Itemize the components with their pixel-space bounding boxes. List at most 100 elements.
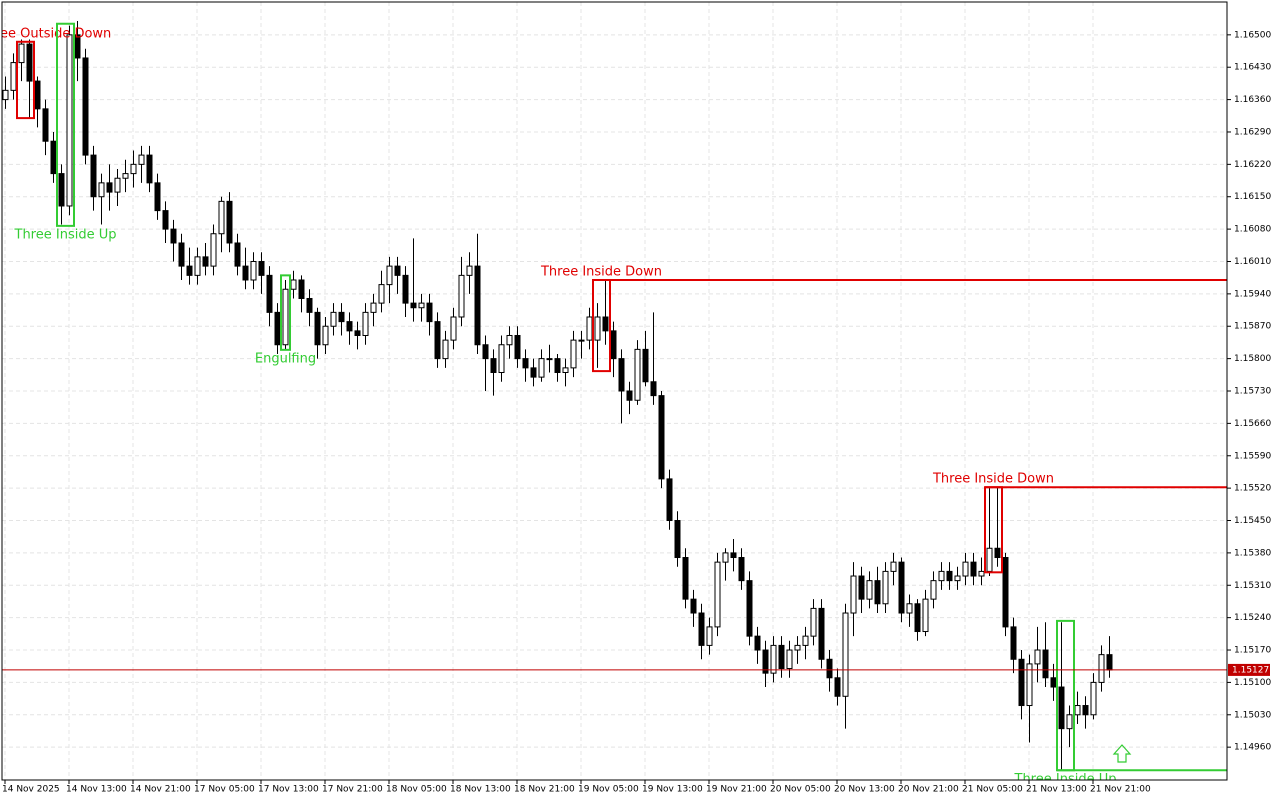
x-tick-label: 20 Nov 21:00 (898, 785, 959, 795)
y-tick-label: 1.16290 (1234, 127, 1271, 137)
candle-body (754, 635, 761, 651)
candle-body (938, 570, 945, 582)
x-tick-label: 17 Nov 05:00 (194, 785, 255, 795)
buy-arrow (1112, 744, 1132, 763)
candle-body (306, 297, 313, 313)
candle-body (738, 557, 745, 582)
candle-body (914, 603, 921, 633)
candle-body (290, 279, 297, 290)
x-tick-label: 21 Nov 13:00 (1026, 785, 1087, 795)
y-tick-label: 1.15870 (1234, 322, 1271, 332)
candle-body (170, 228, 177, 244)
candle-body (474, 265, 481, 346)
candle-body (930, 580, 937, 600)
y-tick-label: 1.16220 (1234, 160, 1271, 170)
candle-body (370, 302, 377, 313)
candle-body (458, 274, 465, 318)
x-tick-label: 19 Nov 05:00 (578, 785, 639, 795)
candle-body (202, 256, 209, 267)
y-tick-label: 1.15730 (1234, 387, 1271, 397)
current-price-box (1228, 663, 1270, 676)
candle-body (962, 561, 969, 577)
candle-body (426, 302, 433, 323)
candle-body (122, 173, 129, 179)
candle-body (810, 607, 817, 637)
candle-body (1042, 649, 1049, 679)
pattern-label: Three Inside Down (932, 472, 1054, 487)
candle-body (490, 358, 497, 373)
candle-body (506, 334, 513, 346)
candle-body (1002, 557, 1009, 628)
candle-body (562, 367, 569, 373)
x-tick-label: 14 Nov 21:00 (130, 785, 191, 795)
x-tick-label: 18 Nov 21:00 (514, 785, 575, 795)
candle-body (578, 339, 585, 342)
candle-body (722, 552, 729, 563)
candle-body (546, 358, 553, 361)
candle-body (1010, 626, 1017, 660)
candle-body (674, 520, 681, 559)
candle-body (706, 626, 713, 646)
candle-body (946, 570, 953, 582)
candle-body (258, 260, 265, 276)
y-tick-label: 1.16080 (1234, 225, 1271, 235)
y-tick-label: 1.16150 (1234, 192, 1271, 202)
pattern-label: Three Inside Down (540, 264, 662, 279)
current-price-label: 1.15127 (1232, 665, 1269, 675)
candle-body (154, 182, 161, 212)
candle-body (98, 182, 105, 198)
pattern-box (16, 40, 35, 120)
candle-body (378, 284, 385, 304)
candle-body (762, 649, 769, 674)
candle-body (226, 200, 233, 244)
candle-body (1082, 705, 1089, 716)
candle-body (794, 644, 801, 651)
candle-body (986, 547, 993, 572)
candle-body (650, 381, 657, 397)
grid (2, 2, 1227, 780)
candle-body (34, 80, 41, 110)
y-tick-label: 1.15660 (1234, 419, 1271, 429)
candle-body (274, 311, 281, 346)
candle-body (338, 311, 345, 323)
x-tick-label: 21 Nov 21:00 (1090, 785, 1151, 795)
candle-body (898, 561, 905, 614)
candle-body (314, 311, 321, 346)
candle-body (66, 34, 73, 207)
candle-body (730, 552, 737, 559)
x-tick-label: 19 Nov 21:00 (706, 785, 767, 795)
candle-body (186, 265, 193, 276)
candle-body (954, 575, 961, 582)
candle-body (610, 330, 617, 360)
candle-body (594, 316, 601, 341)
pattern-label: Three Inside Up (1014, 772, 1117, 787)
candle-body (298, 279, 305, 299)
candle-body (1026, 663, 1033, 707)
x-tick-label: 18 Nov 13:00 (450, 785, 511, 795)
candle-body (746, 580, 753, 637)
candle-body (890, 561, 897, 572)
y-tick-label: 1.16360 (1234, 95, 1271, 105)
candle-body (82, 57, 89, 156)
candle-body (818, 607, 825, 660)
y-tick-label: 1.15310 (1234, 581, 1271, 591)
candle-body (130, 163, 137, 175)
candle-body (778, 644, 785, 670)
candle-body (666, 478, 673, 522)
candle-body (410, 302, 417, 309)
candle-body (602, 316, 609, 332)
candle-body (10, 62, 17, 91)
candle-body (714, 561, 721, 628)
candle-body (826, 658, 833, 679)
candle-body (162, 210, 169, 230)
candle-body (1018, 658, 1025, 707)
candle-body (218, 200, 225, 235)
candle-body (362, 311, 369, 336)
x-tick-label: 14 Nov 13:00 (66, 785, 127, 795)
candle-body (178, 242, 185, 267)
candle-body (586, 316, 593, 341)
candle-body (682, 557, 689, 600)
pattern-label: Engulfing (255, 351, 316, 366)
candle-body (26, 43, 33, 82)
